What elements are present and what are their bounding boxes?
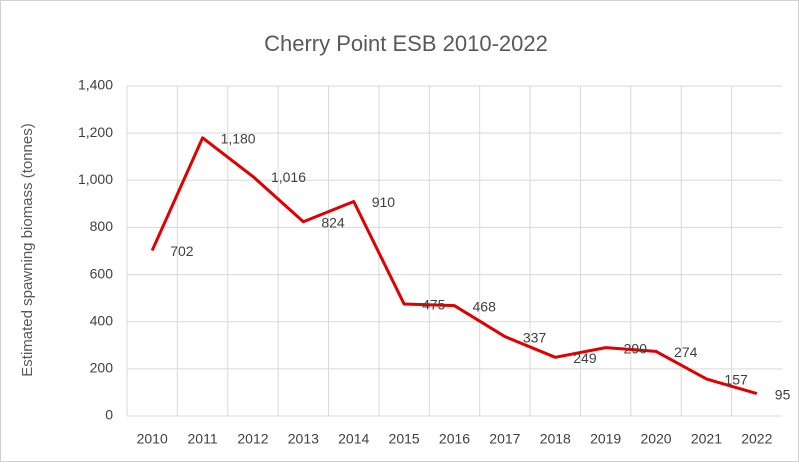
x-tick-label: 2019 xyxy=(590,431,621,447)
data-line xyxy=(150,136,758,396)
data-label: 910 xyxy=(372,194,396,210)
data-label: 249 xyxy=(573,350,597,366)
data-label: 274 xyxy=(674,344,698,360)
x-tick-label: 2018 xyxy=(540,431,571,447)
x-tick-label: 2012 xyxy=(237,431,268,447)
y-tick-label: 1,000 xyxy=(78,171,113,187)
x-tick-label: 2022 xyxy=(741,431,772,447)
x-tick-label: 2015 xyxy=(389,431,420,447)
y-tick-label: 0 xyxy=(105,407,113,423)
data-label: 95 xyxy=(775,386,791,402)
data-label: 468 xyxy=(473,298,497,314)
x-tick-label: 2017 xyxy=(489,431,520,447)
x-tick-label: 2014 xyxy=(338,431,369,447)
y-axis-label: Estimated spawning biomass (tonnes) xyxy=(19,123,36,376)
y-tick-label: 600 xyxy=(90,265,114,281)
chart-title: Cherry Point ESB 2010-2022 xyxy=(264,31,548,56)
y-tick-label: 1,400 xyxy=(78,77,113,93)
x-tick-label: 2016 xyxy=(439,431,470,447)
data-label: 157 xyxy=(724,372,748,388)
x-tick-label: 2021 xyxy=(691,431,722,447)
x-tick-label: 2013 xyxy=(288,431,319,447)
y-tick-label: 1,200 xyxy=(78,124,113,140)
data-label: 702 xyxy=(170,243,194,259)
data-label: 337 xyxy=(523,329,547,345)
data-label: 290 xyxy=(624,340,648,356)
data-label: 1,180 xyxy=(221,131,256,147)
y-tick-label: 400 xyxy=(90,312,114,328)
y-tick-label: 800 xyxy=(90,218,114,234)
data-label: 824 xyxy=(321,214,345,230)
data-label: 1,016 xyxy=(271,169,306,185)
x-tick-label: 2011 xyxy=(188,431,218,447)
x-tick-label: 2020 xyxy=(640,431,671,447)
x-tick-label: 2010 xyxy=(137,431,168,447)
data-label: 475 xyxy=(422,297,446,313)
y-tick-label: 200 xyxy=(90,360,114,376)
